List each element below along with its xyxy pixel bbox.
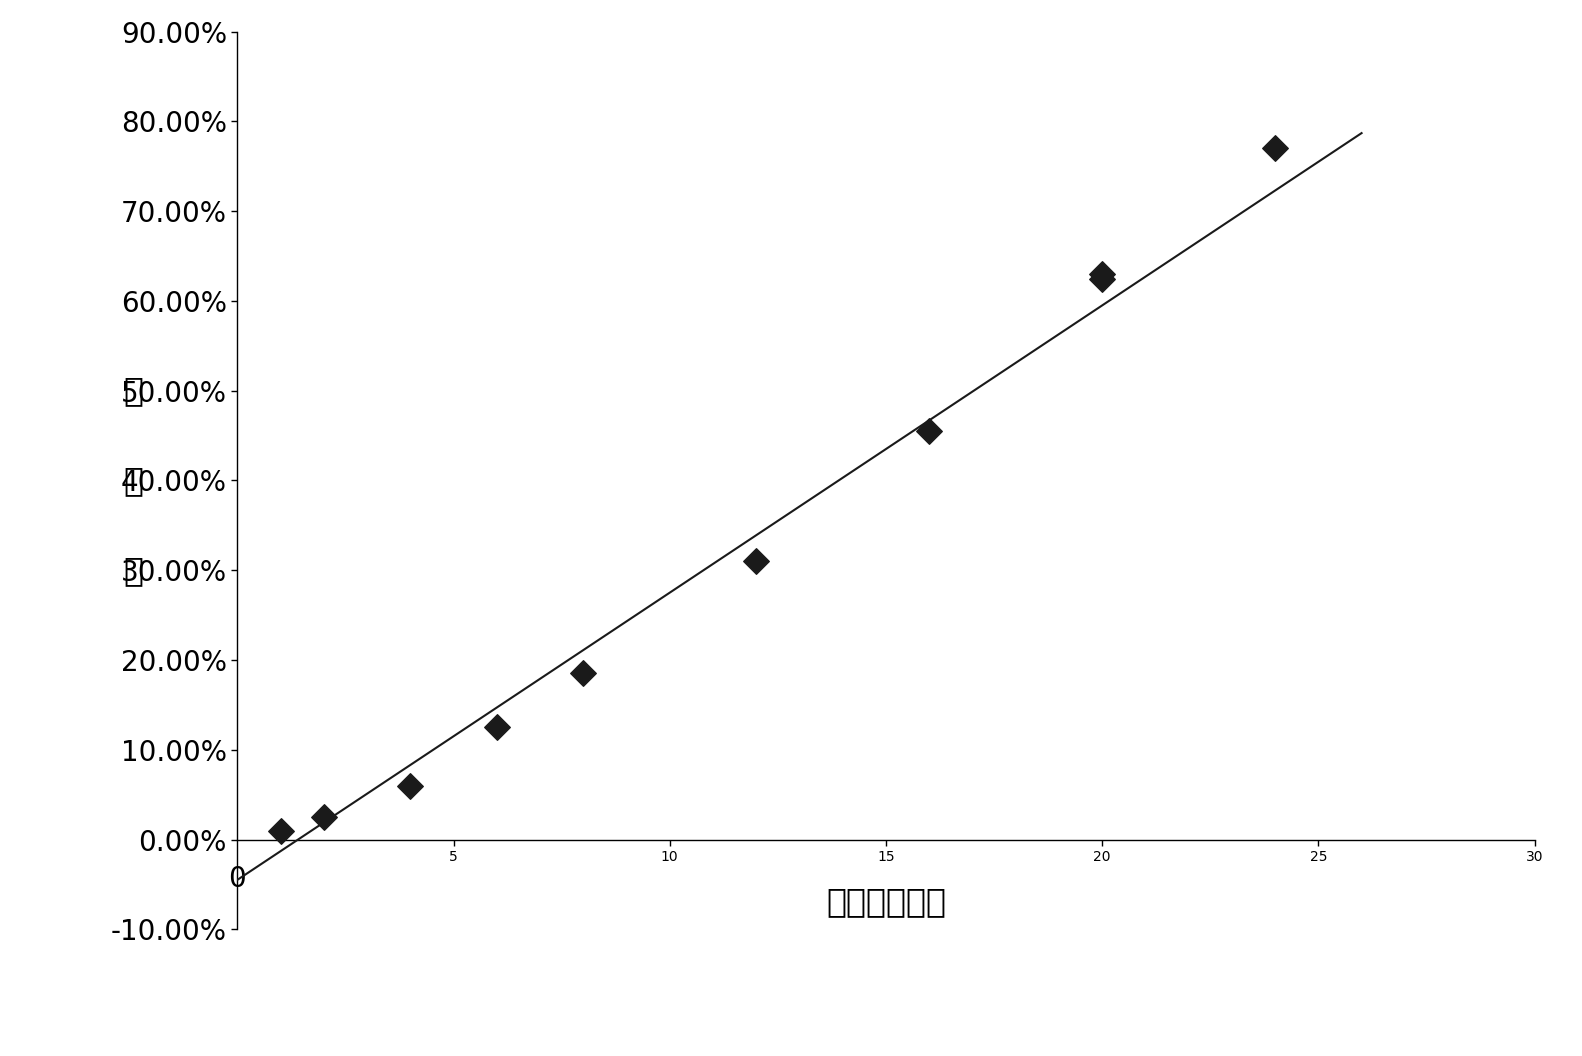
Point <box>267 822 293 838</box>
Point <box>397 777 422 794</box>
Point <box>916 422 941 439</box>
Text: 放: 放 <box>123 464 144 497</box>
Point <box>1262 140 1288 157</box>
Text: 度: 度 <box>123 553 144 587</box>
Point <box>484 719 509 736</box>
Point <box>312 809 337 826</box>
X-axis label: 时间（小时）: 时间（小时） <box>826 885 946 918</box>
Point <box>1090 270 1115 287</box>
Text: 0: 0 <box>228 865 247 892</box>
Point <box>571 665 596 682</box>
Point <box>1090 266 1115 283</box>
Text: 释: 释 <box>123 374 144 408</box>
Point <box>744 553 769 570</box>
